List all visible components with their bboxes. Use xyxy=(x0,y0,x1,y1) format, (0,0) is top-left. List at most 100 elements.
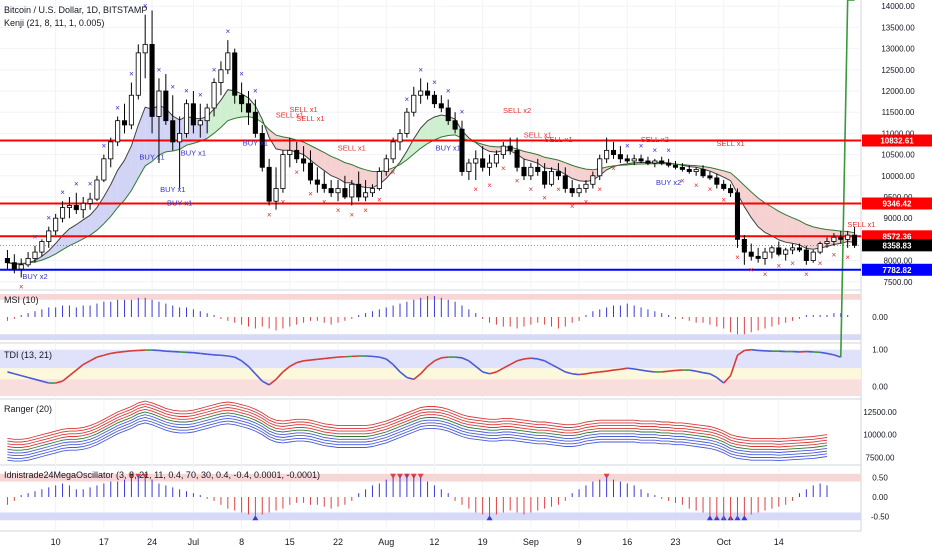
candle-body xyxy=(659,160,665,164)
buy-cross-mark: × xyxy=(46,214,51,223)
mega-lower-zone xyxy=(0,512,861,521)
candle-body xyxy=(25,258,31,266)
candle-body xyxy=(666,162,672,166)
kenji-band-segment xyxy=(785,214,793,244)
candle-body xyxy=(824,241,830,245)
tdi-segment xyxy=(296,360,304,364)
candle-body xyxy=(66,205,72,208)
tdi-segment xyxy=(530,357,538,360)
x-tick-label: 14 xyxy=(774,537,784,547)
candle-body xyxy=(349,183,355,198)
kenji-band-segment xyxy=(269,129,277,149)
sell-cross-mark: × xyxy=(818,259,823,268)
kenji-band-segment xyxy=(69,224,77,246)
candle-body xyxy=(693,169,699,172)
tdi-segment xyxy=(241,360,249,367)
tdi-segment xyxy=(207,353,215,356)
candle-body xyxy=(604,149,610,160)
mega-sell-triangle xyxy=(128,473,135,479)
kenji-band-segment xyxy=(544,157,552,169)
candle-body xyxy=(259,133,265,168)
candle-body xyxy=(700,169,706,177)
candle-body xyxy=(356,183,362,198)
signal-annotation: SELL x1 xyxy=(296,114,324,123)
candle-body xyxy=(728,188,734,194)
ranger-band-line-0 xyxy=(7,400,828,440)
tdi-segment xyxy=(751,348,759,352)
candle-body xyxy=(562,175,568,189)
signal-annotation: SELL x1 xyxy=(847,220,875,229)
kenji-band-segment xyxy=(220,89,228,128)
pane-tick-label: 0.00 xyxy=(872,493,888,502)
x-tick-label: Oct xyxy=(717,537,732,547)
candle-body xyxy=(404,111,410,134)
pane-tick-label: 7500.00 xyxy=(866,453,895,462)
price-tick-label: 13500.00 xyxy=(881,23,915,32)
candle-body xyxy=(369,188,375,194)
price-tick-label: 7500.00 xyxy=(884,278,913,287)
sell-cross-mark: × xyxy=(473,185,478,194)
tdi-segment xyxy=(737,349,745,356)
tdi-segment xyxy=(544,360,552,366)
tdi-segment xyxy=(372,355,380,358)
candle-body xyxy=(597,158,603,177)
kenji-band-segment xyxy=(771,207,779,240)
x-tick-label: Jul xyxy=(188,537,200,547)
pane-tick-label: 12500.00 xyxy=(863,408,897,417)
price-label-text: 9346.42 xyxy=(883,199,912,208)
band-fill-layer xyxy=(0,89,861,521)
tdi-segment xyxy=(709,373,718,379)
signal-mark-layer: × × × × × × × × × × × × × × × × × × × × × × × × × × × × × × × × × × × × × × × ×… xyxy=(19,2,875,521)
price-tick-label: 11500.00 xyxy=(882,108,915,117)
candle-body xyxy=(94,179,100,200)
candle-body xyxy=(183,103,190,134)
price-tick-label: 10000.00 xyxy=(881,172,915,181)
candle-body xyxy=(714,177,720,185)
sell-cross-mark: × xyxy=(804,270,809,279)
x-tick-label: 15 xyxy=(285,537,295,547)
tdi-segment xyxy=(702,371,711,375)
mega-sell-triangle xyxy=(142,473,149,479)
kenji-band-segment xyxy=(537,154,545,168)
candle-body xyxy=(287,149,293,155)
tdi-segment xyxy=(110,351,118,355)
buy-cross-mark: × xyxy=(418,65,423,74)
signal-annotation: SELL x1 xyxy=(524,131,552,140)
kenji-band-segment xyxy=(530,152,538,164)
signal-annotation: BUY x1 xyxy=(181,148,206,157)
kenji-band-segment xyxy=(730,172,738,194)
sell-cross-mark: × xyxy=(680,177,685,186)
tdi-segment xyxy=(268,378,277,386)
candle-body xyxy=(542,171,548,185)
tdi-segment xyxy=(489,371,497,375)
price-label-box xyxy=(862,230,932,243)
tdi-segment xyxy=(585,371,593,375)
tdi-segment xyxy=(82,360,91,366)
kenji-band-segment xyxy=(214,100,221,134)
tdi-segment xyxy=(68,369,77,377)
candle-body xyxy=(411,94,417,113)
sell-cross-mark: × xyxy=(281,198,286,207)
candle-body xyxy=(425,90,431,96)
kenji-band-segment xyxy=(758,198,766,233)
buy-cross-mark: × xyxy=(198,91,203,100)
candle-body xyxy=(39,241,45,253)
tdi-segment xyxy=(496,367,504,373)
price-tick-label: 8000.00 xyxy=(884,257,913,266)
buy-cross-mark: × xyxy=(212,65,217,74)
candle-body xyxy=(645,160,651,164)
kenji-band-segment xyxy=(55,235,63,254)
candle-body xyxy=(73,205,79,211)
mega-buy-triangle xyxy=(486,515,493,521)
tdi-segment xyxy=(744,348,752,352)
signal-annotation: SELL x2 xyxy=(503,106,531,115)
price-label-box xyxy=(862,134,932,147)
kenji-band-segment xyxy=(365,169,373,188)
candle-body xyxy=(459,128,465,172)
candle-body xyxy=(734,192,741,240)
tdi-segment xyxy=(606,369,614,372)
kenji-band-segment xyxy=(799,220,807,249)
x-tick-label: 16 xyxy=(622,537,632,547)
tdi-segment xyxy=(317,357,325,361)
